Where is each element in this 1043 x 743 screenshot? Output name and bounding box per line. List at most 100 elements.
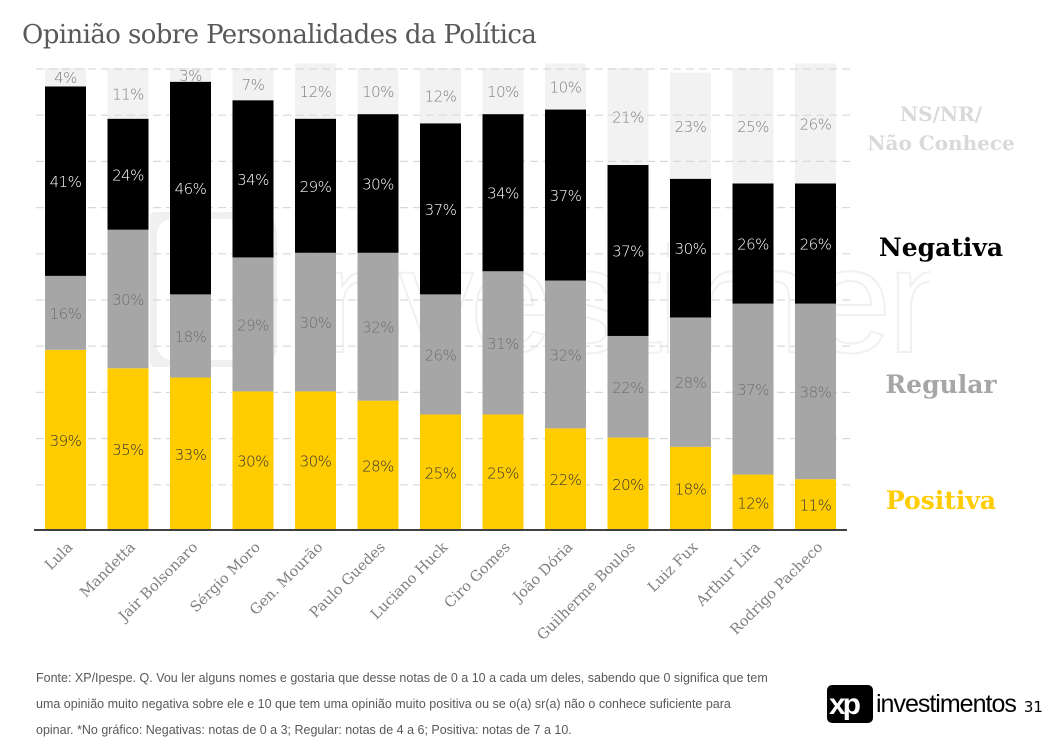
bar-segment-positiva xyxy=(170,377,211,530)
bar-segment-negativa xyxy=(482,114,524,272)
bar-segment-positiva xyxy=(545,428,586,530)
data-label: 29% xyxy=(237,316,269,334)
data-label: 30% xyxy=(362,176,394,194)
bar-segment-negativa xyxy=(170,81,211,295)
data-label: 46% xyxy=(175,180,207,198)
footnote-line: uma opinião muito negativa sobre ele e 1… xyxy=(36,697,731,711)
bar-segment-regular xyxy=(545,280,586,429)
data-label: 22% xyxy=(612,379,644,397)
bar-segment-negativa xyxy=(732,183,774,304)
bar-segment-regular xyxy=(670,317,711,447)
bar-segment-ns-nr-n-o-conhece xyxy=(482,68,524,115)
bar-segment-regular xyxy=(107,229,149,369)
data-label: 37% xyxy=(612,242,644,260)
data-label: 28% xyxy=(675,374,707,392)
bar-segment-negativa xyxy=(295,118,336,253)
bar-segment-ns-nr-n-o-conhece xyxy=(607,68,649,166)
footnote-line: Fonte: XP/Ipespe. Q. Vou ler alguns nome… xyxy=(36,671,768,685)
bar-segment-regular xyxy=(420,294,461,415)
legend-ns-line2: Não Conhece xyxy=(867,131,1015,155)
data-label: 11% xyxy=(112,85,144,103)
x-tick-label: Mandetta xyxy=(77,539,139,601)
data-label: 29% xyxy=(300,178,332,196)
data-label: 30% xyxy=(300,314,332,332)
bar-segment-negativa xyxy=(357,114,399,253)
xp-logo-mark: xp xyxy=(827,685,873,723)
bar-segment-regular xyxy=(232,257,274,392)
bar-segment-negativa xyxy=(45,86,86,276)
bar-segment-positiva xyxy=(232,391,274,530)
bars xyxy=(45,81,836,530)
data-label: 30% xyxy=(300,453,332,471)
legend-regular: Regular xyxy=(885,370,997,399)
bar-segment-regular xyxy=(170,294,211,378)
bar-segment-positiva xyxy=(670,446,711,530)
data-label: 10% xyxy=(362,83,394,101)
data-label: 26% xyxy=(800,236,832,254)
data-label: 25% xyxy=(737,118,769,136)
data-label: 26% xyxy=(425,346,457,364)
data-label: 10% xyxy=(487,83,519,101)
bar-segment-negativa xyxy=(232,100,274,258)
data-label: 28% xyxy=(362,457,394,475)
bar-segment-ns-nr-n-o-conhece xyxy=(420,68,461,124)
footnote-line: opinar. *No gráfico: Negativas: notas de… xyxy=(36,723,572,737)
bar-segment-ns-nr-n-o-conhece xyxy=(295,63,336,119)
bar-segment-ns-nr-n-o-conhece xyxy=(545,63,586,110)
x-tick-label: João Dória xyxy=(509,539,576,606)
data-label: 7% xyxy=(242,76,265,94)
legend-negativa: Negativa xyxy=(878,233,1004,262)
bar-segment-regular xyxy=(357,252,399,401)
data-labels: 39% 16% 41% 4% 35% 30% 24% 11% 33% 18% 46% 3% 30% 29%… xyxy=(50,67,833,515)
data-label: 30% xyxy=(675,240,707,258)
data-label: 12% xyxy=(300,83,332,101)
bar-segment-positiva xyxy=(357,400,399,530)
legend-ns-line1: NS/NR/ xyxy=(899,102,983,126)
bar-segment-regular xyxy=(482,271,524,415)
data-label: 3% xyxy=(179,67,202,85)
bar-segment-positiva xyxy=(732,474,774,530)
bar-segment-negativa xyxy=(795,183,836,304)
data-label: 39% xyxy=(50,432,82,450)
data-label: 16% xyxy=(50,305,82,323)
data-label: 23% xyxy=(675,118,707,136)
bar-segment-ns-nr-n-o-conhece xyxy=(107,68,149,119)
data-label: 26% xyxy=(800,115,832,133)
data-label: 4% xyxy=(54,69,77,87)
bar-segment-positiva xyxy=(107,368,149,530)
xp-logo-wordmark: investimentos xyxy=(876,689,1017,718)
data-label: 11% xyxy=(800,497,832,515)
bar-segment-ns-nr-n-o-conhece xyxy=(45,68,86,87)
bar-segment-positiva xyxy=(295,391,336,530)
bar-segment-regular xyxy=(607,335,649,438)
xp-logo: xp investimentos 31 xyxy=(827,684,1043,724)
bar-segment-ns-nr-n-o-conhece xyxy=(232,68,274,101)
data-label: 41% xyxy=(50,173,82,191)
data-label: 31% xyxy=(487,335,519,353)
data-label: 24% xyxy=(112,166,144,184)
data-label: 18% xyxy=(675,480,707,498)
data-label: 37% xyxy=(550,187,582,205)
data-label: 37% xyxy=(737,381,769,399)
data-label: 32% xyxy=(362,319,394,337)
data-label: 35% xyxy=(112,441,144,459)
data-label: 26% xyxy=(737,236,769,254)
data-label: 32% xyxy=(550,346,582,364)
bar-segment-positiva xyxy=(607,437,649,530)
data-label: 21% xyxy=(612,109,644,127)
bar-segment-positiva xyxy=(795,479,836,530)
legend-positiva: Positiva xyxy=(885,486,997,515)
data-label: 38% xyxy=(800,383,832,401)
data-label: 22% xyxy=(550,471,582,489)
x-tick-label: Ciro Gomes xyxy=(442,540,514,612)
bar-segment-ns-nr-n-o-conhece xyxy=(357,68,399,115)
data-label: 12% xyxy=(425,88,457,106)
data-label: 25% xyxy=(425,464,457,482)
data-label: 34% xyxy=(487,185,519,203)
data-label: 10% xyxy=(550,78,582,96)
data-label: 18% xyxy=(175,328,207,346)
data-label: 37% xyxy=(425,201,457,219)
x-tick-label: Luiz Fux xyxy=(645,540,701,596)
bar-segment-ns-nr-n-o-conhece xyxy=(732,68,774,184)
